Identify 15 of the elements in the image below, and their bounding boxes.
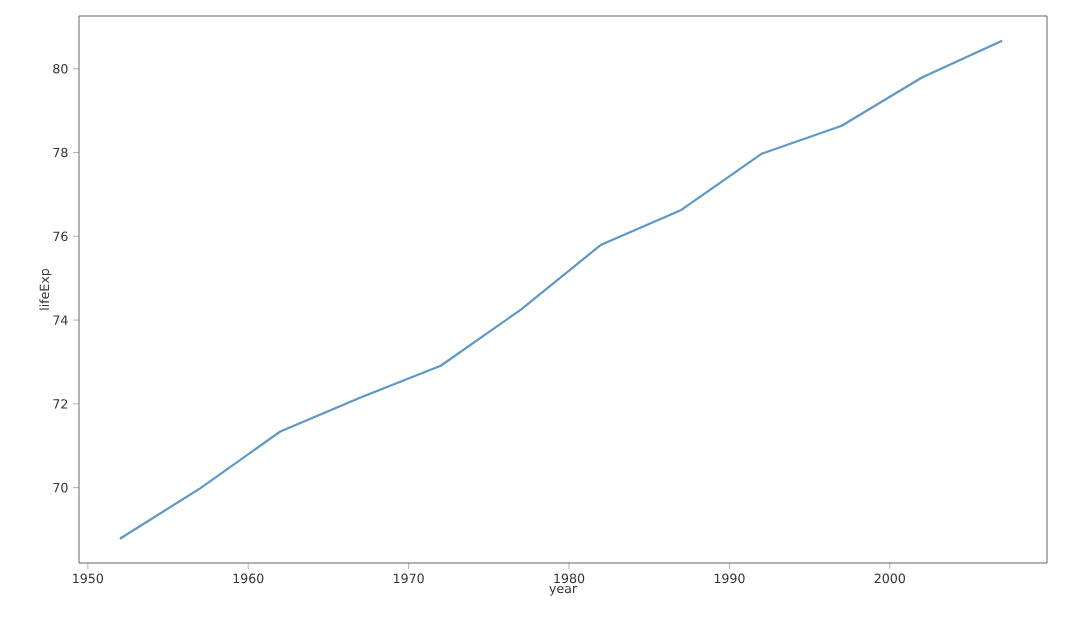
y-tick-label: 70 — [53, 482, 68, 493]
y-tick-label: 74 — [53, 315, 68, 325]
x-tick-label: 1990 — [714, 573, 745, 584]
line-series — [118, 39, 1004, 540]
y-tick-label: 72 — [53, 399, 68, 409]
y-tick-label: 80 — [53, 64, 68, 74]
y-axis-title: lifeExp — [39, 268, 52, 310]
x-tick-label: 1950 — [73, 573, 104, 584]
x-tick-label: 2000 — [874, 573, 906, 584]
x-axis-title: year — [549, 585, 578, 596]
x-tick-label: 1960 — [233, 573, 264, 584]
y-tick-label: 78 — [53, 147, 68, 158]
x-tick-label: 1970 — [393, 573, 424, 584]
y-tick-label: 76 — [53, 231, 68, 242]
x-tick-label: 1980 — [554, 573, 585, 584]
